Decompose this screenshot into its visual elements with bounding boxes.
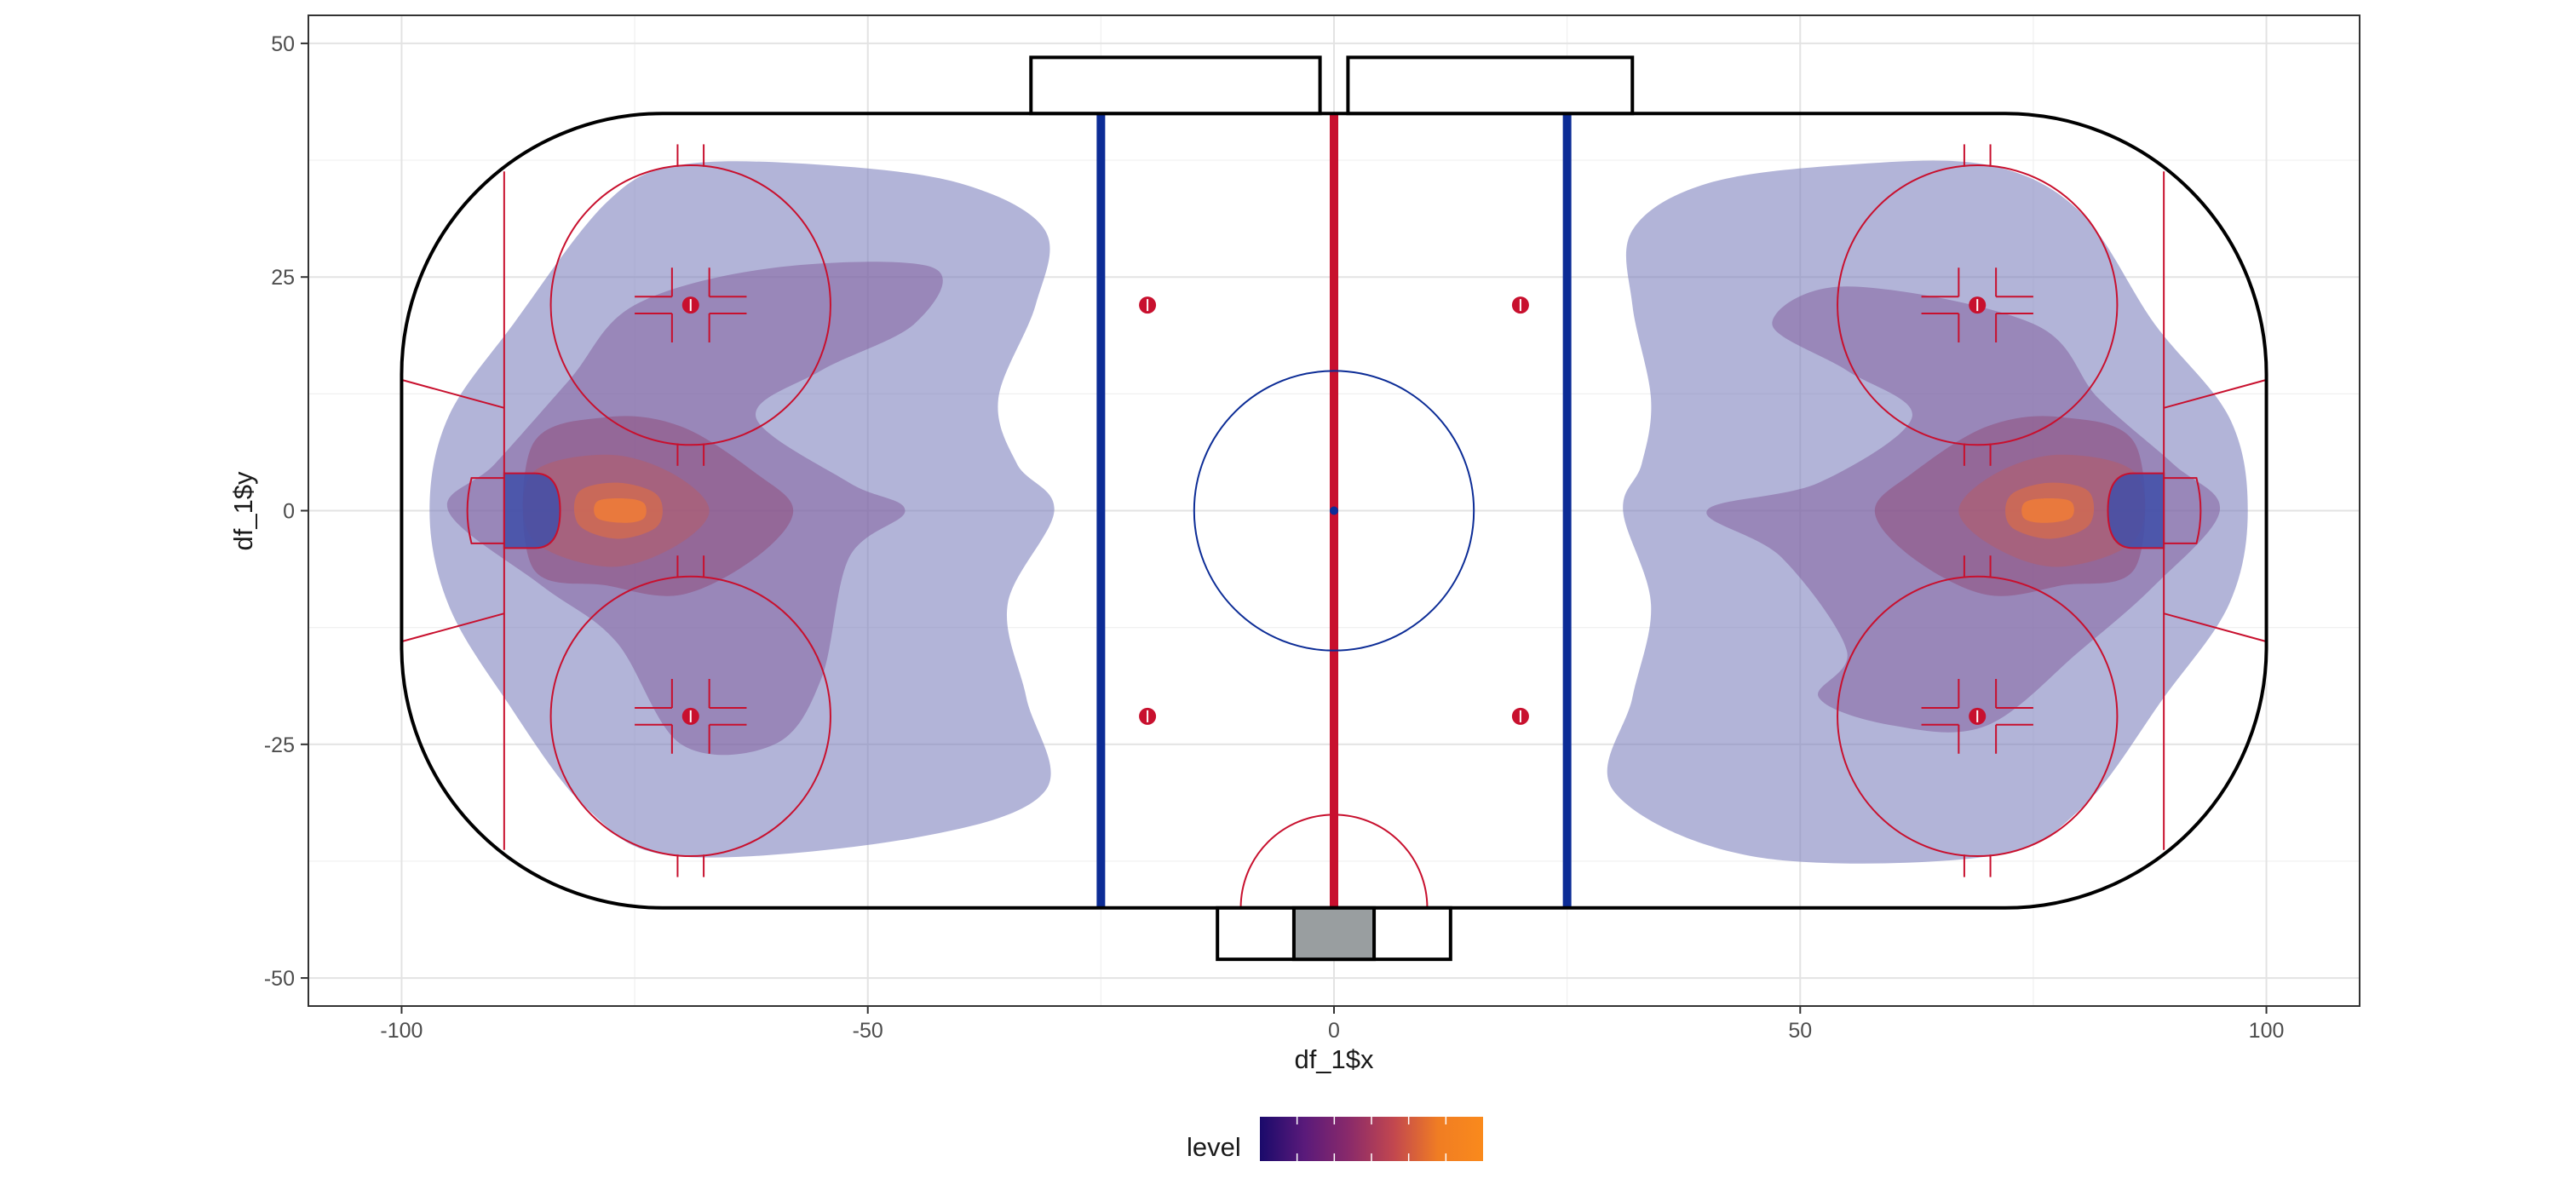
x-axis-title: df_1$x: [1294, 1044, 1374, 1074]
center-faceoff-dot: [1330, 506, 1338, 515]
y-axis-tick-label: 50: [271, 32, 295, 56]
density-contour-level-6: [2021, 498, 2074, 523]
y-axis-title: df_1$y: [228, 471, 258, 551]
x-axis-tick-label: 0: [1328, 1019, 1340, 1043]
goal-net: [466, 477, 504, 544]
trapezoid-line: [401, 378, 505, 409]
axes: -100 -50 0 50 100 -50 -25 0 25 50: [264, 32, 2285, 1043]
center-faceoff-circle: [1193, 370, 1475, 652]
y-axis-tick-label: 0: [283, 500, 295, 524]
legend-title: level: [1187, 1132, 1241, 1162]
x-axis-tick-label: 50: [1788, 1019, 1812, 1043]
y-axis-tick-label: -25: [264, 733, 295, 757]
y-axis-tick-label: -50: [264, 967, 295, 991]
legend-colorbar-ticks: [1296, 1117, 1447, 1161]
x-axis-tick-label: -100: [380, 1019, 423, 1043]
goal-crease: [503, 472, 561, 549]
y-axis-tick-label: 25: [271, 266, 295, 290]
rink-outline: [400, 55, 2268, 962]
faceoff-circle: [1837, 575, 2119, 858]
scorekeeper-box: [1291, 906, 1377, 962]
trapezoid-line: [401, 612, 505, 643]
team-bench-right: [1346, 55, 1635, 116]
faceoff-circle: [1837, 164, 2119, 446]
trapezoid-line: [2163, 378, 2267, 409]
faceoff-circle: [549, 164, 831, 446]
density-contour-level-6: [594, 498, 647, 523]
goal-crease: [2107, 472, 2165, 549]
trapezoid-line: [2163, 612, 2267, 643]
density-contours: [429, 160, 2248, 864]
legend: level: [1187, 1117, 1483, 1162]
x-axis-tick-label: -50: [853, 1019, 883, 1043]
faceoff-circle: [549, 575, 831, 858]
team-bench-left: [1029, 55, 1322, 116]
goal-net: [2164, 477, 2202, 544]
x-axis-tick-label: 100: [2249, 1019, 2285, 1043]
